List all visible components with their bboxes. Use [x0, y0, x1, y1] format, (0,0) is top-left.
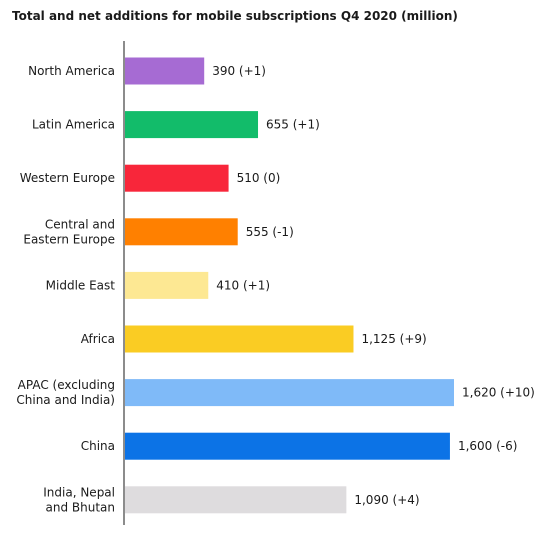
- category-label-8-line-1: and Bhutan: [46, 500, 116, 514]
- bar-4: [125, 271, 209, 299]
- category-label-3-line-0: Central and: [45, 217, 115, 231]
- value-label-2: 510 (0): [237, 171, 281, 185]
- category-label-6-line-1: China and India): [16, 393, 115, 407]
- bar-6: [125, 379, 454, 407]
- category-label-1: Latin America: [32, 118, 115, 132]
- value-label-0: 390 (+1): [212, 64, 266, 78]
- category-label-7: China: [81, 439, 115, 453]
- value-label-6: 1,620 (+10): [462, 386, 535, 400]
- bar-8: [125, 486, 347, 514]
- category-label-6-line-0: APAC (excluding: [18, 378, 115, 392]
- bar-3: [125, 218, 238, 246]
- category-label-5: Africa: [81, 332, 115, 346]
- chart-title: Total and net additions for mobile subsc…: [12, 9, 458, 23]
- bar-2: [125, 164, 229, 192]
- bar-0: [125, 57, 205, 85]
- bar-5: [125, 325, 354, 353]
- category-label-0: North America: [28, 64, 115, 78]
- value-label-7: 1,600 (-6): [458, 439, 517, 453]
- category-label-2: Western Europe: [20, 171, 115, 185]
- value-label-3: 555 (-1): [246, 225, 294, 239]
- category-label-4: Middle East: [46, 278, 116, 292]
- value-label-4: 410 (+1): [216, 278, 270, 292]
- bar-7: [125, 432, 450, 460]
- bars-group: 390 (+1) North America 655 (+1) Latin Ameri…: [16, 57, 535, 514]
- value-label-1: 655 (+1): [266, 118, 320, 132]
- category-label-8-line-0: India, Nepal: [43, 485, 115, 499]
- value-label-8: 1,090 (+4): [354, 493, 419, 507]
- bar-1: [125, 111, 259, 139]
- category-label-3-line-1: Eastern Europe: [23, 232, 115, 246]
- value-label-5: 1,125 (+9): [361, 332, 426, 346]
